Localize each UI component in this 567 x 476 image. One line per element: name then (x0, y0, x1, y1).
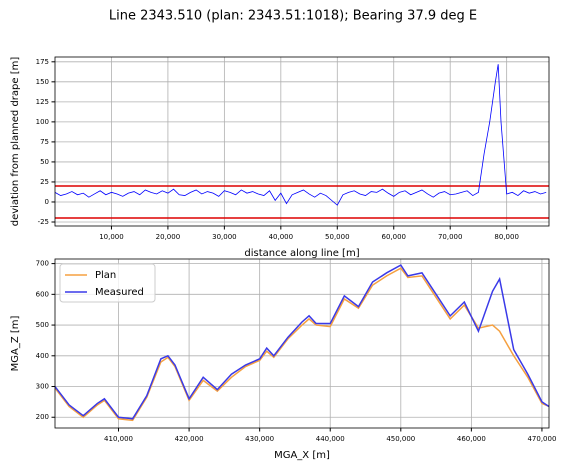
y-tick-label: 125 (36, 98, 49, 106)
y-axis-label: MGA_Z [m] (10, 316, 21, 372)
y-tick-label: 150 (36, 78, 49, 86)
y-tick-label: 175 (36, 58, 49, 66)
y-tick-label: 75 (40, 138, 49, 146)
y-axis-label: deviation from planned drape [m] (10, 57, 21, 227)
x-tick-label: 460,000 (457, 435, 486, 443)
x-tick-label: 80,000 (494, 233, 519, 241)
y-tick-label: 400 (36, 352, 49, 360)
y-tick-label: 300 (36, 383, 49, 391)
y-tick-label: 700 (36, 260, 49, 268)
x-tick-label: 60,000 (381, 233, 406, 241)
y-tick-label: -25 (38, 218, 49, 226)
x-tick-label: 420,000 (175, 435, 204, 443)
x-tick-label: 470,000 (527, 435, 556, 443)
x-tick-label: 40,000 (269, 233, 294, 241)
x-axis-label: MGA_X [m] (274, 450, 330, 461)
x-tick-label: 10,000 (99, 233, 124, 241)
legend-label: Plan (95, 270, 116, 281)
y-tick-label: 0 (45, 198, 49, 206)
x-tick-label: 30,000 (212, 233, 237, 241)
x-tick-label: 410,000 (104, 435, 133, 443)
x-tick-label: 50,000 (325, 233, 350, 241)
x-tick-label: 440,000 (316, 435, 345, 443)
x-tick-label: 70,000 (438, 233, 463, 241)
x-tick-label: 430,000 (245, 435, 274, 443)
data-line (55, 264, 549, 420)
axes-frame (54, 258, 550, 429)
x-tick-label: 450,000 (386, 435, 415, 443)
x-tick-label: 20,000 (156, 233, 181, 241)
y-tick-label: 200 (36, 413, 49, 421)
axes-frame (54, 56, 550, 227)
data-line (55, 64, 547, 206)
legend-label: Measured (95, 287, 144, 298)
y-tick-label: 600 (36, 290, 49, 298)
y-tick-label: 100 (36, 118, 49, 126)
x-axis-label: distance along line [m] (244, 248, 359, 259)
y-tick-label: 50 (40, 158, 49, 166)
y-tick-label: 25 (40, 178, 49, 186)
figure-title: Line 2343.510 (plan: 2343.51:1018); Bear… (109, 9, 477, 24)
y-tick-label: 500 (36, 321, 49, 329)
